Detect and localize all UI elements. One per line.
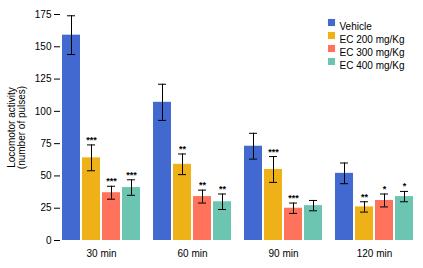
svg-text:EC 200 mg/Kg: EC 200 mg/Kg: [340, 34, 405, 45]
svg-text:*: *: [383, 184, 387, 194]
svg-text:***: ***: [126, 170, 137, 180]
svg-text:90 min: 90 min: [268, 248, 298, 259]
svg-text:***: ***: [288, 193, 299, 203]
svg-text:***: ***: [106, 176, 117, 186]
svg-text:***: ***: [86, 135, 97, 145]
svg-text:100: 100: [35, 106, 52, 117]
svg-text:EC 300 mg/Kg: EC 300 mg/Kg: [340, 47, 405, 58]
svg-text:**: **: [179, 144, 187, 154]
svg-text:*: *: [403, 181, 407, 191]
svg-text:***: ***: [268, 147, 279, 157]
svg-text:50: 50: [40, 170, 52, 181]
svg-text:Vehicle: Vehicle: [340, 21, 373, 32]
svg-text:EC 400 mg/Kg: EC 400 mg/Kg: [340, 60, 405, 71]
svg-text:**: **: [199, 180, 207, 190]
svg-text:30 min: 30 min: [86, 248, 116, 259]
svg-text:75: 75: [40, 138, 52, 149]
svg-text:25: 25: [40, 202, 52, 213]
svg-text:**: **: [219, 184, 227, 194]
svg-text:60 min: 60 min: [177, 248, 207, 259]
svg-text:150: 150: [35, 41, 52, 52]
svg-text:Locomotor activity(number of p: Locomotor activity(number of pulses): [6, 86, 27, 169]
svg-text:125: 125: [35, 73, 52, 84]
svg-text:175: 175: [35, 9, 52, 20]
svg-text:**: **: [361, 192, 369, 202]
svg-text:0: 0: [46, 235, 52, 246]
svg-text:120 min: 120 min: [357, 248, 393, 259]
